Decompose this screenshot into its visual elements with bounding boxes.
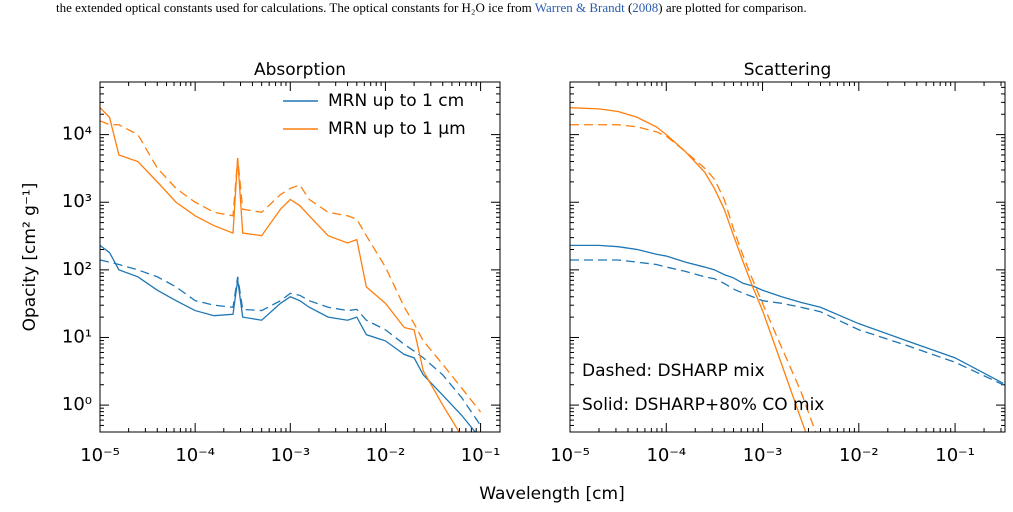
plot-frame	[569, 81, 1006, 433]
legend-label: MRN up to 1 μm	[328, 119, 466, 139]
y-tick-label: 10⁴	[62, 124, 92, 145]
data-line	[570, 107, 807, 432]
caption-text: the extended optical constants used for …	[56, 0, 535, 15]
x-axis-label: Wavelength [cm]	[479, 484, 624, 504]
data-line	[570, 124, 817, 432]
panel: Scattering 10⁻⁵ 10⁻⁴ 10⁻³ 10⁻² 10⁻¹ Dashed: DS…	[550, 60, 1006, 466]
x-tick-label: 10⁻³	[270, 445, 310, 466]
data-line	[100, 244, 477, 432]
panel: Absorption Opacity [cm² g⁻¹] 10⁻⁵ 10⁻⁴ 10⁻³ 1…	[20, 60, 501, 466]
data-line	[100, 259, 482, 426]
panel-title: Absorption	[254, 60, 346, 80]
panel-title: Scattering	[744, 60, 832, 80]
x-tick-label: 10⁻²	[366, 445, 406, 466]
x-tick-label: 10⁻⁵	[550, 445, 590, 466]
annotation: Dashed: DSHARP mix	[582, 361, 765, 381]
y-tick-label: 10²	[62, 259, 92, 280]
x-tick-label: 10⁻⁴	[646, 445, 686, 466]
legend-label: MRN up to 1 cm	[328, 91, 464, 111]
caption: the extended optical constants used for …	[56, 0, 807, 16]
y-tick-label: 10⁰	[62, 394, 92, 415]
plot-area	[100, 107, 482, 432]
plot-frame	[99, 81, 501, 433]
plot-area	[570, 107, 1004, 432]
y-tick-label: 10¹	[62, 326, 92, 347]
data-line	[100, 120, 482, 413]
y-axis-label: Opacity [cm² g⁻¹]	[20, 183, 40, 332]
data-line	[570, 244, 1004, 384]
x-tick-label: 10⁻¹	[935, 445, 975, 466]
data-line	[100, 107, 460, 432]
caption-text: ) are plotted for comparison.	[658, 0, 807, 15]
y-tick-label: 10³	[62, 191, 92, 212]
x-tick-label: 10⁻²	[839, 445, 879, 466]
data-line	[570, 259, 1004, 386]
x-tick-label: 10⁻³	[743, 445, 783, 466]
annotation: Solid: DSHARP+80% CO mix	[582, 395, 824, 415]
citation-link[interactable]: Warren & Brandt	[534, 0, 625, 15]
citation-link[interactable]: 2008	[632, 0, 659, 15]
caption-text: (	[624, 0, 633, 15]
x-tick-label: 10⁻⁴	[175, 445, 215, 466]
x-tick-label: 10⁻¹	[461, 445, 501, 466]
x-tick-label: 10⁻⁵	[80, 445, 120, 466]
